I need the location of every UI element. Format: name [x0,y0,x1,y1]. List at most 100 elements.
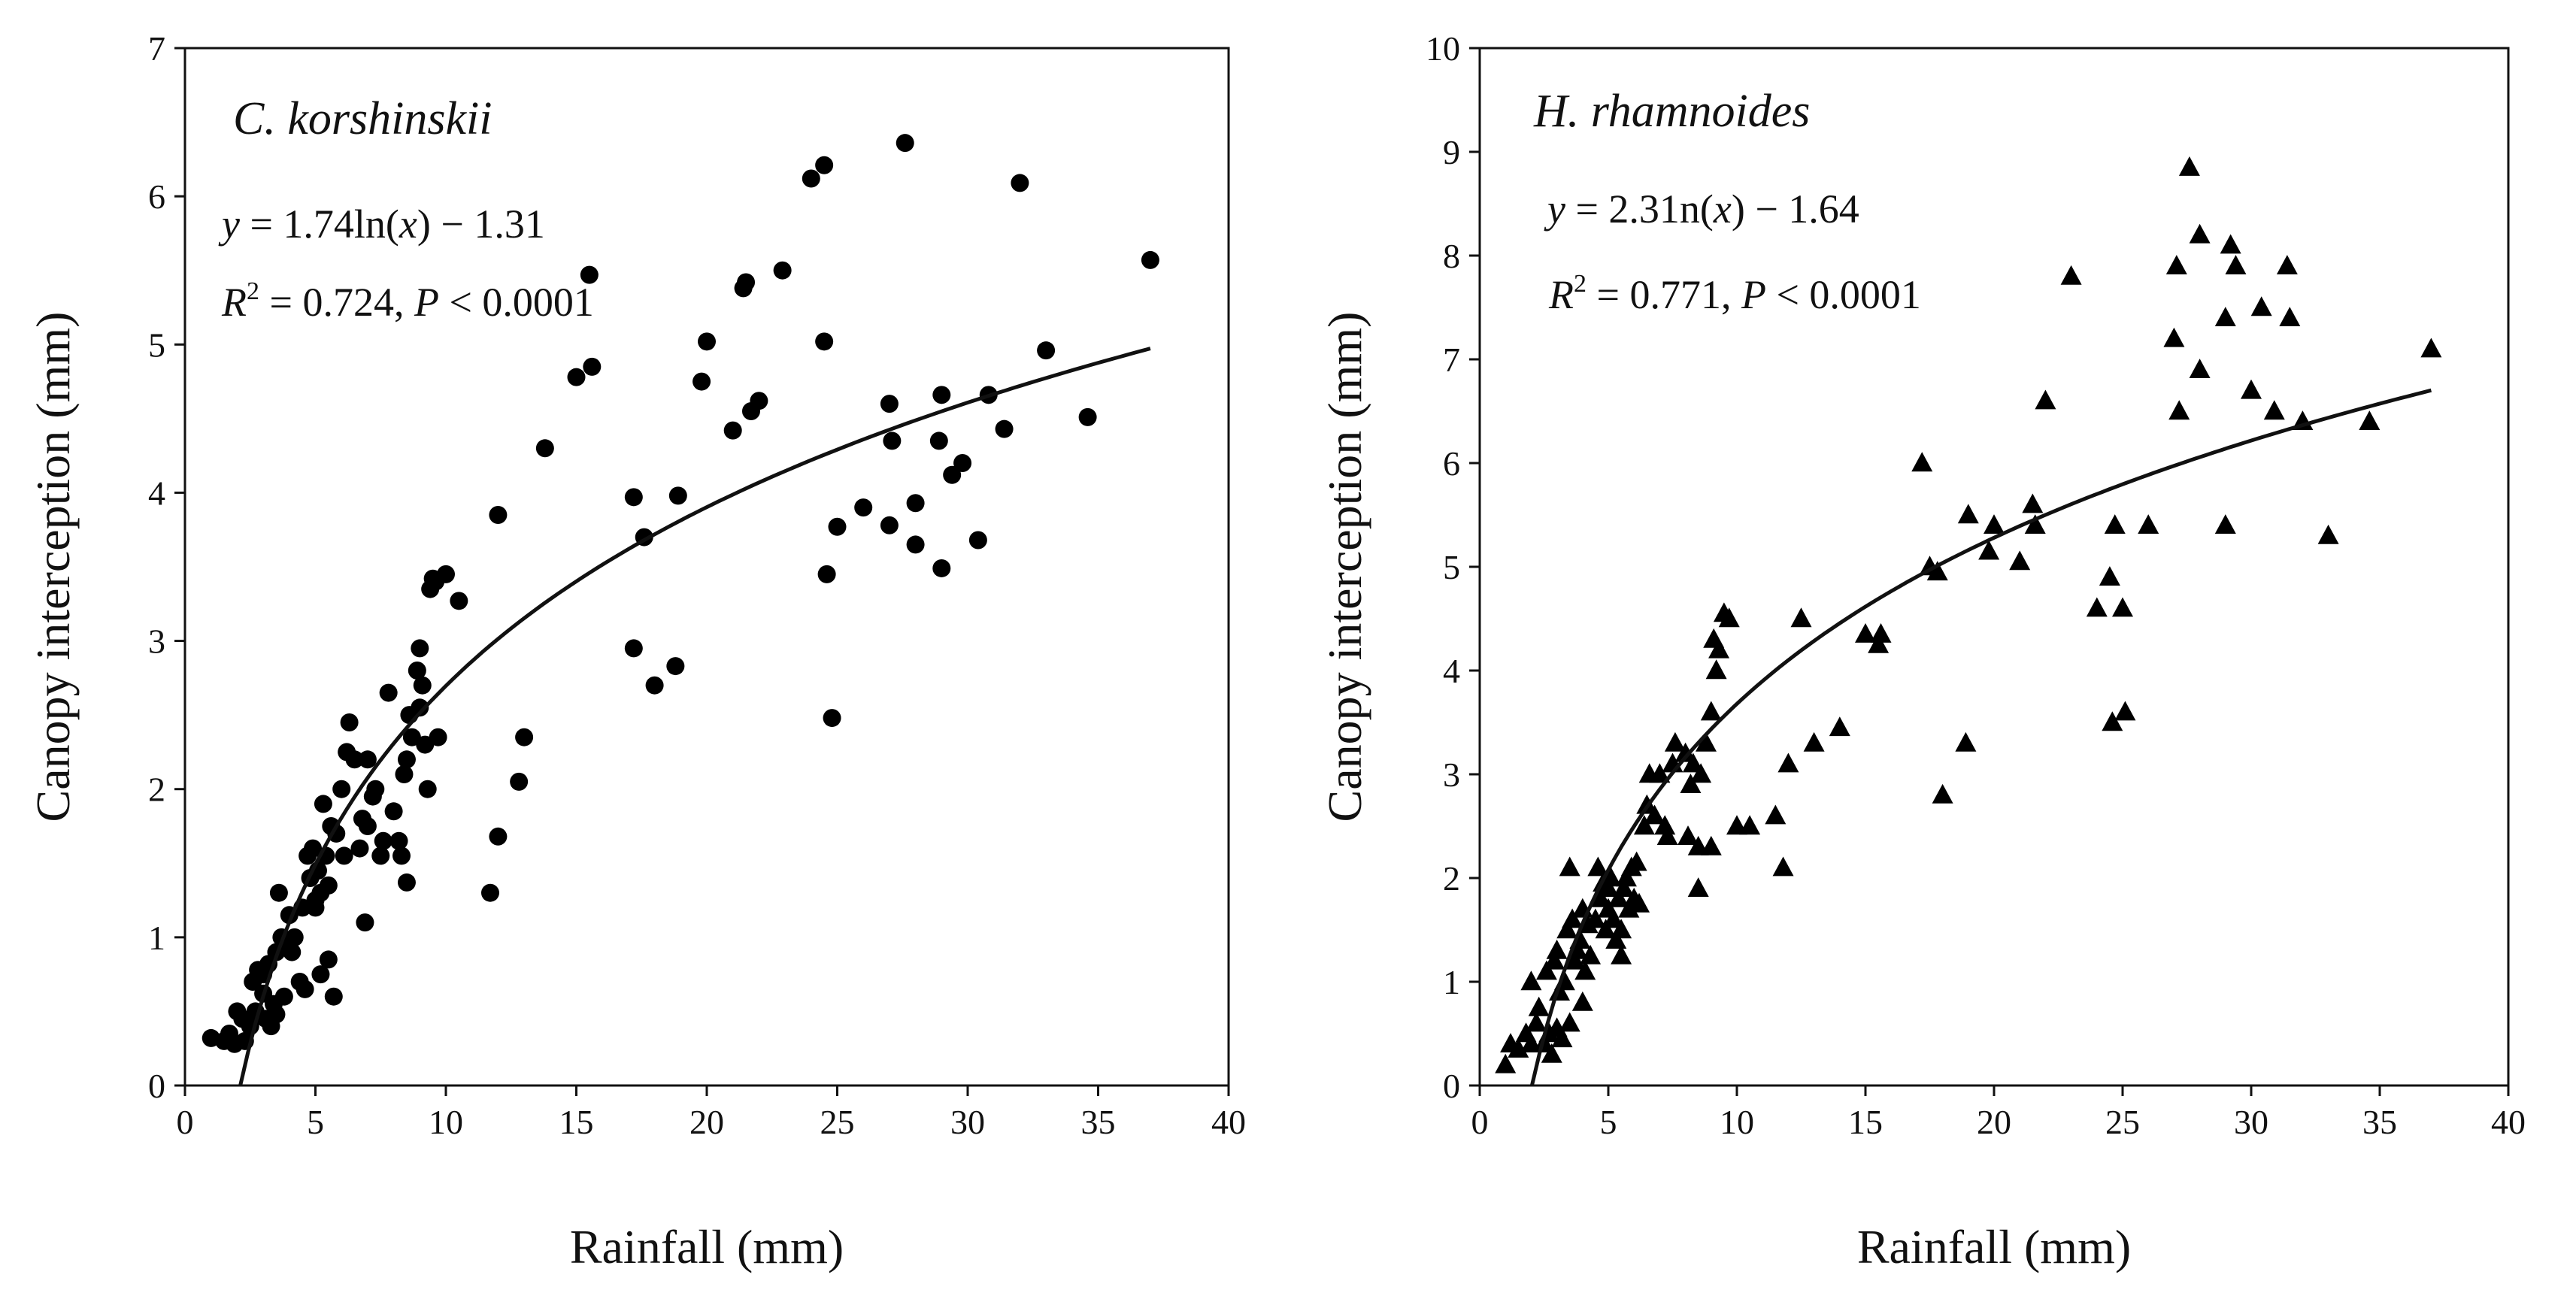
data-point [692,372,711,391]
data-point [2138,514,2159,534]
data-point [1682,752,1704,773]
data-point [1574,960,1596,980]
data-point [2060,265,2082,285]
data-point [295,980,314,998]
data-point [1765,804,1787,825]
data-point [624,639,643,658]
data-point [2317,524,2339,544]
data-point [2220,234,2241,254]
data-point [2279,307,2301,326]
data-point [324,987,343,1006]
x-tick-label: 30 [950,1103,985,1141]
x-tick-label: 25 [820,1103,855,1141]
data-point [968,531,987,550]
data-point [413,676,432,695]
data-point [2178,156,2200,176]
data-point [2359,410,2381,430]
data-point [580,265,599,284]
x-tick-label: 30 [2234,1103,2268,1141]
x-tick-label: 5 [307,1103,324,1141]
data-point [1674,742,1696,762]
data-point [1777,752,1799,773]
data-point [1571,991,1593,1011]
data-point [815,156,834,174]
data-point [2086,597,2108,617]
data-point [1541,1043,1562,1063]
y-tick-label: 6 [148,177,165,216]
data-point [1700,701,1722,721]
data-point [1868,633,1890,653]
data-point [2114,701,2136,721]
y-tick-label: 2 [148,771,165,809]
data-point [314,795,332,813]
data-point [1829,716,1850,737]
data-point [319,876,338,895]
data-point [2165,255,2187,274]
data-point [2104,514,2126,534]
y-tick-label: 1 [148,919,165,957]
data-point [2163,327,2185,347]
y-tick-label: 4 [148,474,165,512]
data-point [1984,514,2005,534]
data-point [1739,815,1761,835]
data-point [1520,970,1542,991]
data-point [2420,338,2442,358]
data-point [1649,763,1671,783]
data-point [1870,623,1892,643]
data-point [906,535,925,554]
data-point [319,950,338,969]
data-point [880,395,899,413]
data-point [366,780,385,798]
data-point [567,368,586,386]
data-point [1556,919,1578,939]
data-point [932,559,951,577]
data-point [2214,514,2236,534]
data-point [2276,255,2298,274]
data-point [666,657,685,676]
x-axis-title: Rainfall (mm) [570,1220,844,1273]
fit-statistics: R2 = 0.724, P < 0.0001 [221,277,594,325]
data-point [1690,763,1712,783]
data-point [2241,379,2262,399]
data-point [750,392,768,410]
data-point [283,943,302,961]
data-point [274,987,293,1006]
data-point [1141,250,1159,269]
x-tick-label: 35 [2362,1103,2397,1141]
data-point [429,728,447,746]
data-point [1955,731,1977,752]
data-point [285,928,304,946]
data-point [1932,783,1953,804]
x-tick-label: 40 [1211,1103,1246,1141]
data-point [515,728,534,746]
y-tick-label: 4 [1443,652,1460,690]
data-point [340,713,359,731]
data-point [1705,659,1727,680]
data-point [2022,493,2044,513]
data-point [327,824,346,843]
data-point [1608,887,1629,907]
x-tick-label: 20 [1977,1103,2011,1141]
data-point [773,261,792,280]
y-tick-label: 0 [148,1067,165,1105]
data-point [883,431,902,450]
data-point [953,454,972,472]
x-tick-label: 5 [1600,1103,1617,1141]
data-point [1587,856,1609,877]
data-point [2250,296,2272,316]
data-point [2168,400,2190,420]
data-point [2189,223,2211,244]
data-point [335,846,353,865]
data-point [1695,731,1717,752]
data-point [535,439,554,458]
data-point [371,846,390,865]
data-point [1600,867,1622,887]
data-point [1978,540,2000,560]
data-point [1611,944,1632,964]
data-point [1605,929,1627,949]
data-point [1618,898,1640,918]
data-point [2024,514,2046,534]
data-point [1790,607,1812,628]
